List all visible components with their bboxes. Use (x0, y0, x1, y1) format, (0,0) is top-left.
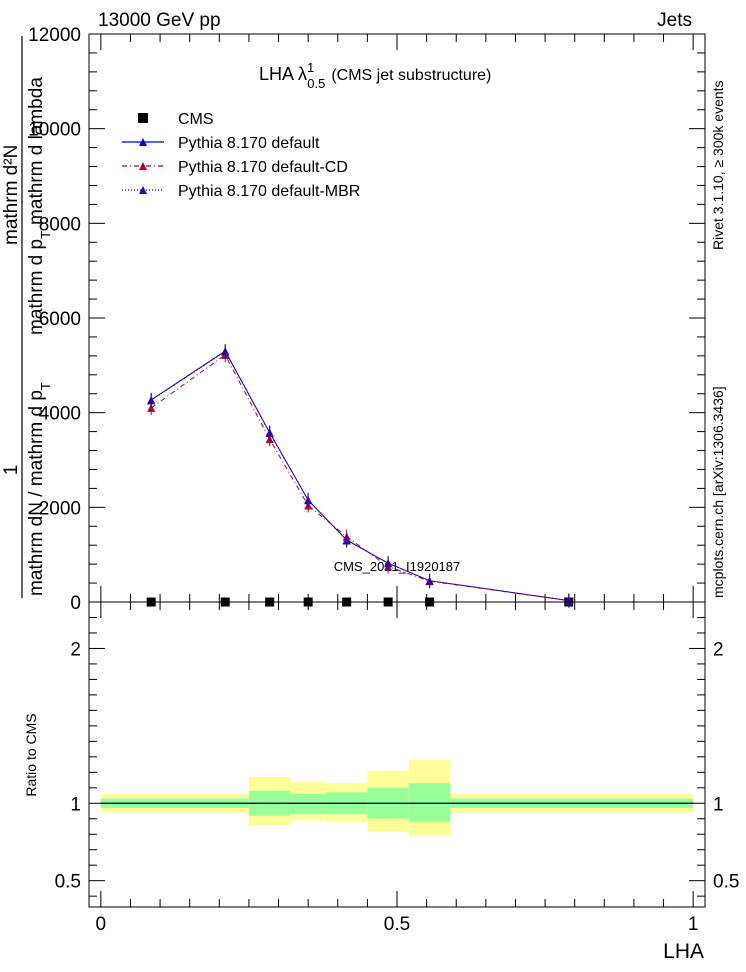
y-axis-label: 1 mathrm dN / mathrm d pT mathrm d²N mat… (1, 36, 53, 598)
side-mcplots-label: mcplots.cern.ch [arXiv:1306.3436] (710, 386, 726, 598)
ratio-y-tick-label-right: 1 (713, 794, 724, 815)
ratio-bands (100, 759, 694, 836)
ratio-y-tick-label: 1 (70, 794, 81, 815)
legend-label: CMS (178, 111, 214, 128)
series-marker (147, 396, 156, 405)
y-tick-label: 8000 (39, 214, 81, 235)
x-tick-label: 0 (96, 914, 107, 935)
y-tick-label: 10000 (28, 120, 81, 141)
legend-label: Pythia 8.170 default-MBR (178, 183, 360, 200)
title-sup: 1 (307, 60, 314, 75)
series-marker (265, 429, 274, 438)
legend-marker-square (138, 113, 148, 123)
header-right-label: Jets (657, 10, 692, 31)
ratio-y-tick-label-right: 0.5 (713, 872, 739, 893)
legend-label: Pythia 8.170 default-CD (178, 159, 348, 176)
title-suffix: (CMS jet substructure) (331, 67, 491, 84)
ratio-inner-band (408, 783, 451, 822)
ratio-y-tick-label: 0.5 (55, 872, 81, 893)
y-tick-label: 2000 (39, 498, 81, 519)
chart-title: LHA λ1 0.5 (CMS jet substructure) (259, 60, 491, 91)
y-axis-label-second-numerator: mathrm d²N (1, 145, 22, 245)
header-left-label: 13000 GeV pp (98, 10, 221, 31)
series-marker (564, 596, 573, 605)
y-tick-label: 12000 (28, 25, 81, 46)
title-sub: 0.5 (307, 76, 325, 91)
series-marker (221, 347, 230, 356)
y-tick-label: 6000 (39, 309, 81, 330)
y-tick-label: 4000 (39, 404, 81, 425)
ratio-y-axis: 0.5 0.5 1 1 2 2 (55, 616, 739, 897)
ratio-y-axis-label: Ratio to CMS (23, 713, 39, 796)
series-marker (304, 495, 313, 504)
series-marker (342, 536, 351, 545)
x-axis-label: LHA (663, 940, 704, 963)
y-tick-label: 0 (70, 593, 81, 614)
ratio-plot-frame (88, 601, 706, 908)
ratio-y-tick-label: 2 (70, 639, 81, 660)
ratio-inner-band (290, 793, 326, 815)
y-axis-label-denominator: mathrm dN / mathrm d pT (26, 382, 53, 596)
main-x-axis-ticks (100, 34, 694, 602)
series-line (150, 354, 569, 602)
legend-marker-triangle (139, 138, 147, 146)
y-axis-label-second-denominator: mathrm d pTmathrm d lambda (26, 77, 53, 335)
ratio-y-tick-label-right: 2 (713, 639, 724, 660)
legend-marker-triangle (139, 186, 147, 194)
series-line (150, 350, 569, 602)
title-main: LHA λ (259, 64, 307, 84)
x-tick-label: 1 (688, 914, 699, 935)
y-axis-label-numerator: 1 (1, 465, 22, 476)
main-y-axis: 0 2000 4000 6000 8000 10000 12000 (28, 25, 705, 614)
x-tick-label: 0.5 (384, 914, 410, 935)
side-rivet-label: Rivet 3.1.10, ≥ 300k events (710, 80, 726, 250)
legend: CMS Pythia 8.170 default Pythia 8.170 defa… (122, 111, 360, 200)
ratio-plot-panel: 0.5 0.51 12 2 0 0.5 1 Ratio to CMS LHA (23, 601, 739, 963)
legend-marker-triangle (139, 162, 147, 170)
legend-label: Pythia 8.170 default (178, 135, 320, 152)
ratio-x-axis: 0 0.5 1 (96, 602, 699, 935)
series-marker (425, 576, 434, 585)
series-marker (384, 559, 393, 568)
series-marker (147, 403, 156, 412)
